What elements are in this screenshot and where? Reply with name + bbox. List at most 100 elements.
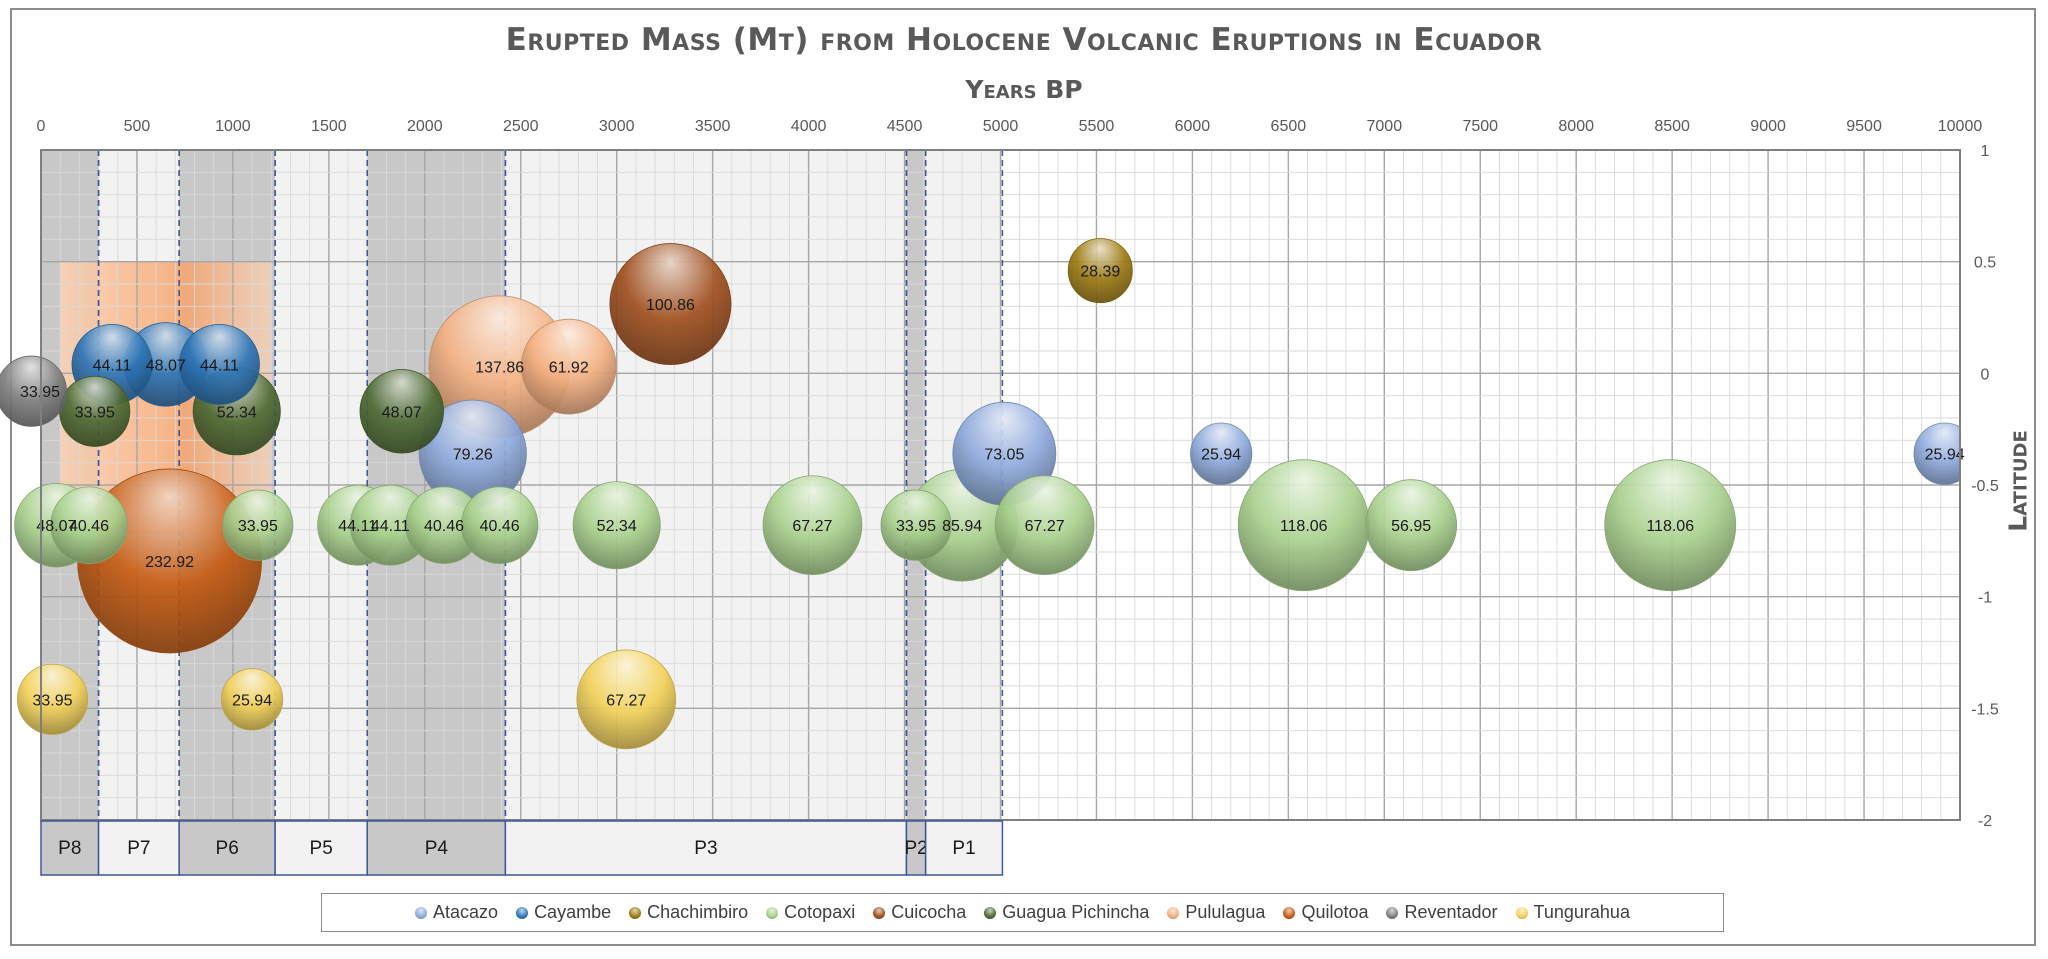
period-cell-p5 <box>274 820 368 876</box>
legend-marker <box>766 906 779 919</box>
bubble-label: 79.26 <box>453 447 493 464</box>
bubble-label: 56.95 <box>1391 518 1431 535</box>
chart-title: Erupted Mass (Mt) from Holocene Volcanic… <box>505 22 1543 58</box>
legend-label: Reventador <box>1404 902 1498 922</box>
legend-marker <box>1386 906 1399 919</box>
legend-item: Atacazo <box>415 902 498 923</box>
x-tick-label: 3500 <box>695 118 731 135</box>
bubbles <box>0 238 1960 750</box>
bubble-cotopaxi <box>762 475 863 576</box>
x-tick-label: 4000 <box>791 118 827 135</box>
legend-label: Quilotoa <box>1301 902 1369 922</box>
legend-item: Reventador <box>1386 902 1498 923</box>
y-tick-label: 1 <box>1981 143 1990 160</box>
legend-marker <box>873 906 886 919</box>
bubble-label: 67.27 <box>1025 518 1065 535</box>
bubble-label: 232.92 <box>145 554 194 571</box>
bubble-label: 73.05 <box>984 447 1024 464</box>
legend-marker <box>415 906 428 919</box>
y-tick-label: -2 <box>1978 813 1992 830</box>
y-tick-label: -0.5 <box>1971 478 1999 495</box>
x-axis-title: Years BP <box>965 75 1083 104</box>
plot-border <box>40 149 1961 821</box>
bubble-pululagua <box>520 318 617 415</box>
period-label: P6 <box>216 838 239 859</box>
bubble-label: 48.07 <box>382 404 422 421</box>
x-tick-label: 8000 <box>1558 118 1594 135</box>
legend-item: Cotopaxi <box>766 902 855 923</box>
legend-label: Cuicocha <box>891 902 967 922</box>
x-tick-label: 6500 <box>1271 118 1307 135</box>
bubble-label: 40.46 <box>480 518 520 535</box>
bubble-label: 44.11 <box>93 357 132 374</box>
bubble-label: 44.11 <box>200 357 239 374</box>
bubble-tungurahua <box>576 649 677 750</box>
bubble-tungurahua <box>220 668 284 731</box>
legend-label: Chachimbiro <box>647 902 749 922</box>
legend-marker <box>629 906 642 919</box>
legend-marker <box>1515 906 1528 919</box>
bubble-labels: 232.92 137.86 118.06 118.06 100.86 85.94 79.26… <box>20 264 1965 710</box>
legend: Atacazo Cayambe Chachimbiro Cotopaxi Cuicoch… <box>321 893 1724 932</box>
legend-item: Quilotoa <box>1283 902 1368 923</box>
y-tick-label: -1.5 <box>1971 701 1999 718</box>
x-tick-label: 1500 <box>311 118 347 135</box>
legend-marker <box>984 906 997 919</box>
period-cell-p8 <box>40 820 100 876</box>
x-tick-label: 1000 <box>215 118 251 135</box>
bubble-label: 118.06 <box>1280 518 1328 535</box>
bubble-cotopaxi <box>572 481 661 570</box>
period-label: P5 <box>310 838 333 859</box>
bubble-label: 25.94 <box>1925 447 1965 464</box>
bubble-label: 33.95 <box>238 518 278 535</box>
bubble-cotopaxi <box>880 489 952 561</box>
bubble-atacazo <box>1913 422 1960 485</box>
x-tick-label: 3000 <box>599 118 635 135</box>
bubble-label: 52.34 <box>217 404 257 421</box>
x-tick-label: 2000 <box>407 118 443 135</box>
bubble-label: 40.46 <box>424 518 464 535</box>
y-tick-label: 0.5 <box>1974 255 1996 272</box>
y-tick-label: 0 <box>1981 366 1990 383</box>
period-cell-p7 <box>97 820 180 876</box>
bubble-chachimbiro <box>1067 238 1133 304</box>
bubble-cotopaxi <box>1365 479 1458 572</box>
x-tick-label: 6000 <box>1175 118 1211 135</box>
bubble-label: 67.27 <box>792 518 832 535</box>
bubble-tungurahua <box>16 663 89 735</box>
bubble-label: 118.06 <box>1646 518 1694 535</box>
bubble-label: 25.94 <box>232 692 272 709</box>
x-tick-label: 0 <box>37 118 46 135</box>
x-tick-label: 8500 <box>1654 118 1690 135</box>
legend-label: Pululagua <box>1185 902 1266 922</box>
bubble-label: 40.46 <box>69 518 109 535</box>
legend-item: Cuicocha <box>873 902 966 923</box>
bubble-label: 137.86 <box>475 360 524 377</box>
chart-frame <box>10 8 2036 946</box>
bubble-label: 48.07 <box>146 357 186 374</box>
x-tick-label: 4500 <box>887 118 923 135</box>
bubble-cotopaxi <box>1604 459 1737 592</box>
period-label: P4 <box>425 838 449 859</box>
legend-item: Pululagua <box>1167 902 1265 923</box>
bubble-cotopaxi <box>50 486 128 564</box>
bubble-cotopaxi <box>994 475 1095 576</box>
period-label: P8 <box>58 838 81 859</box>
period-cell-p1 <box>924 820 1004 876</box>
legend-label: Cotopaxi <box>784 902 856 922</box>
legend-item: Guagua Pichincha <box>984 902 1149 923</box>
legend-label: Atacazo <box>433 902 499 922</box>
x-tick-label: 5000 <box>983 118 1019 135</box>
legend-marker <box>1167 906 1180 919</box>
legend-marker <box>1283 906 1296 919</box>
bubble-label: 44.11 <box>371 518 410 535</box>
bubble-guagua-pichincha <box>359 369 444 454</box>
x-tick-label: 7500 <box>1462 118 1498 135</box>
bubble-cuicocha <box>609 243 732 366</box>
bubble-cayambe <box>179 323 260 405</box>
bubble-label: 33.95 <box>75 404 115 421</box>
x-tick-label: 9500 <box>1846 118 1882 135</box>
legend-label: Tungurahua <box>1533 902 1630 922</box>
legend-item: Tungurahua <box>1515 902 1630 923</box>
